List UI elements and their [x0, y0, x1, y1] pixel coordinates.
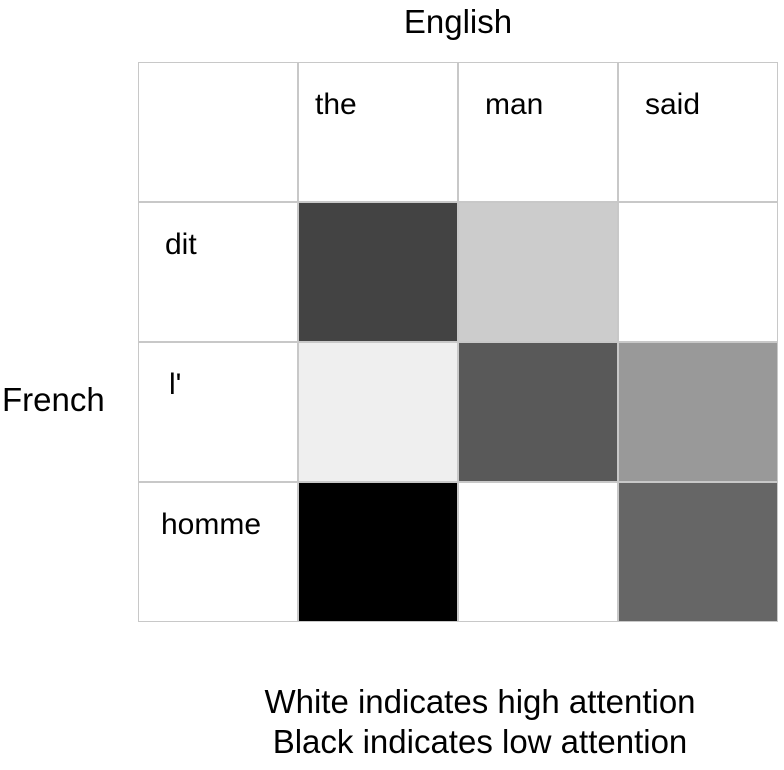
col-label: the: [315, 88, 357, 121]
col-header-man: man: [458, 62, 618, 202]
row-header-homme: homme: [138, 482, 298, 622]
row-label: homme: [161, 508, 262, 541]
attention-cell-l-the: [298, 342, 458, 482]
row-header-dit: dit: [138, 202, 298, 342]
attention-cell-dit-man: [458, 202, 618, 342]
col-header-the: the: [298, 62, 458, 202]
attention-cell-homme-the: [298, 482, 458, 622]
row-header-l: l': [138, 342, 298, 482]
caption-line-black: Black indicates low attention: [272, 723, 688, 760]
attention-cell-homme-said: [618, 482, 778, 622]
attention-cell-dit-the: [298, 202, 458, 342]
col-label: said: [645, 88, 701, 121]
col-label: man: [485, 88, 544, 121]
attention-cell-homme-man: [458, 482, 618, 622]
french-axis-label: French: [2, 381, 105, 418]
row-label: l': [169, 368, 182, 401]
attention-cell-l-said: [618, 342, 778, 482]
caption-line-white: White indicates high attention: [264, 683, 696, 720]
row-label: dit: [165, 228, 197, 261]
corner-cell: [138, 62, 298, 202]
attention-cell-dit-said: [618, 202, 778, 342]
col-header-said: said: [618, 62, 778, 202]
attention-grid: the man said dit l' homme: [138, 62, 778, 622]
attention-cell-l-man: [458, 342, 618, 482]
caption: White indicates high attention Black ind…: [180, 682, 780, 762]
english-axis-label: English: [403, 3, 513, 40]
